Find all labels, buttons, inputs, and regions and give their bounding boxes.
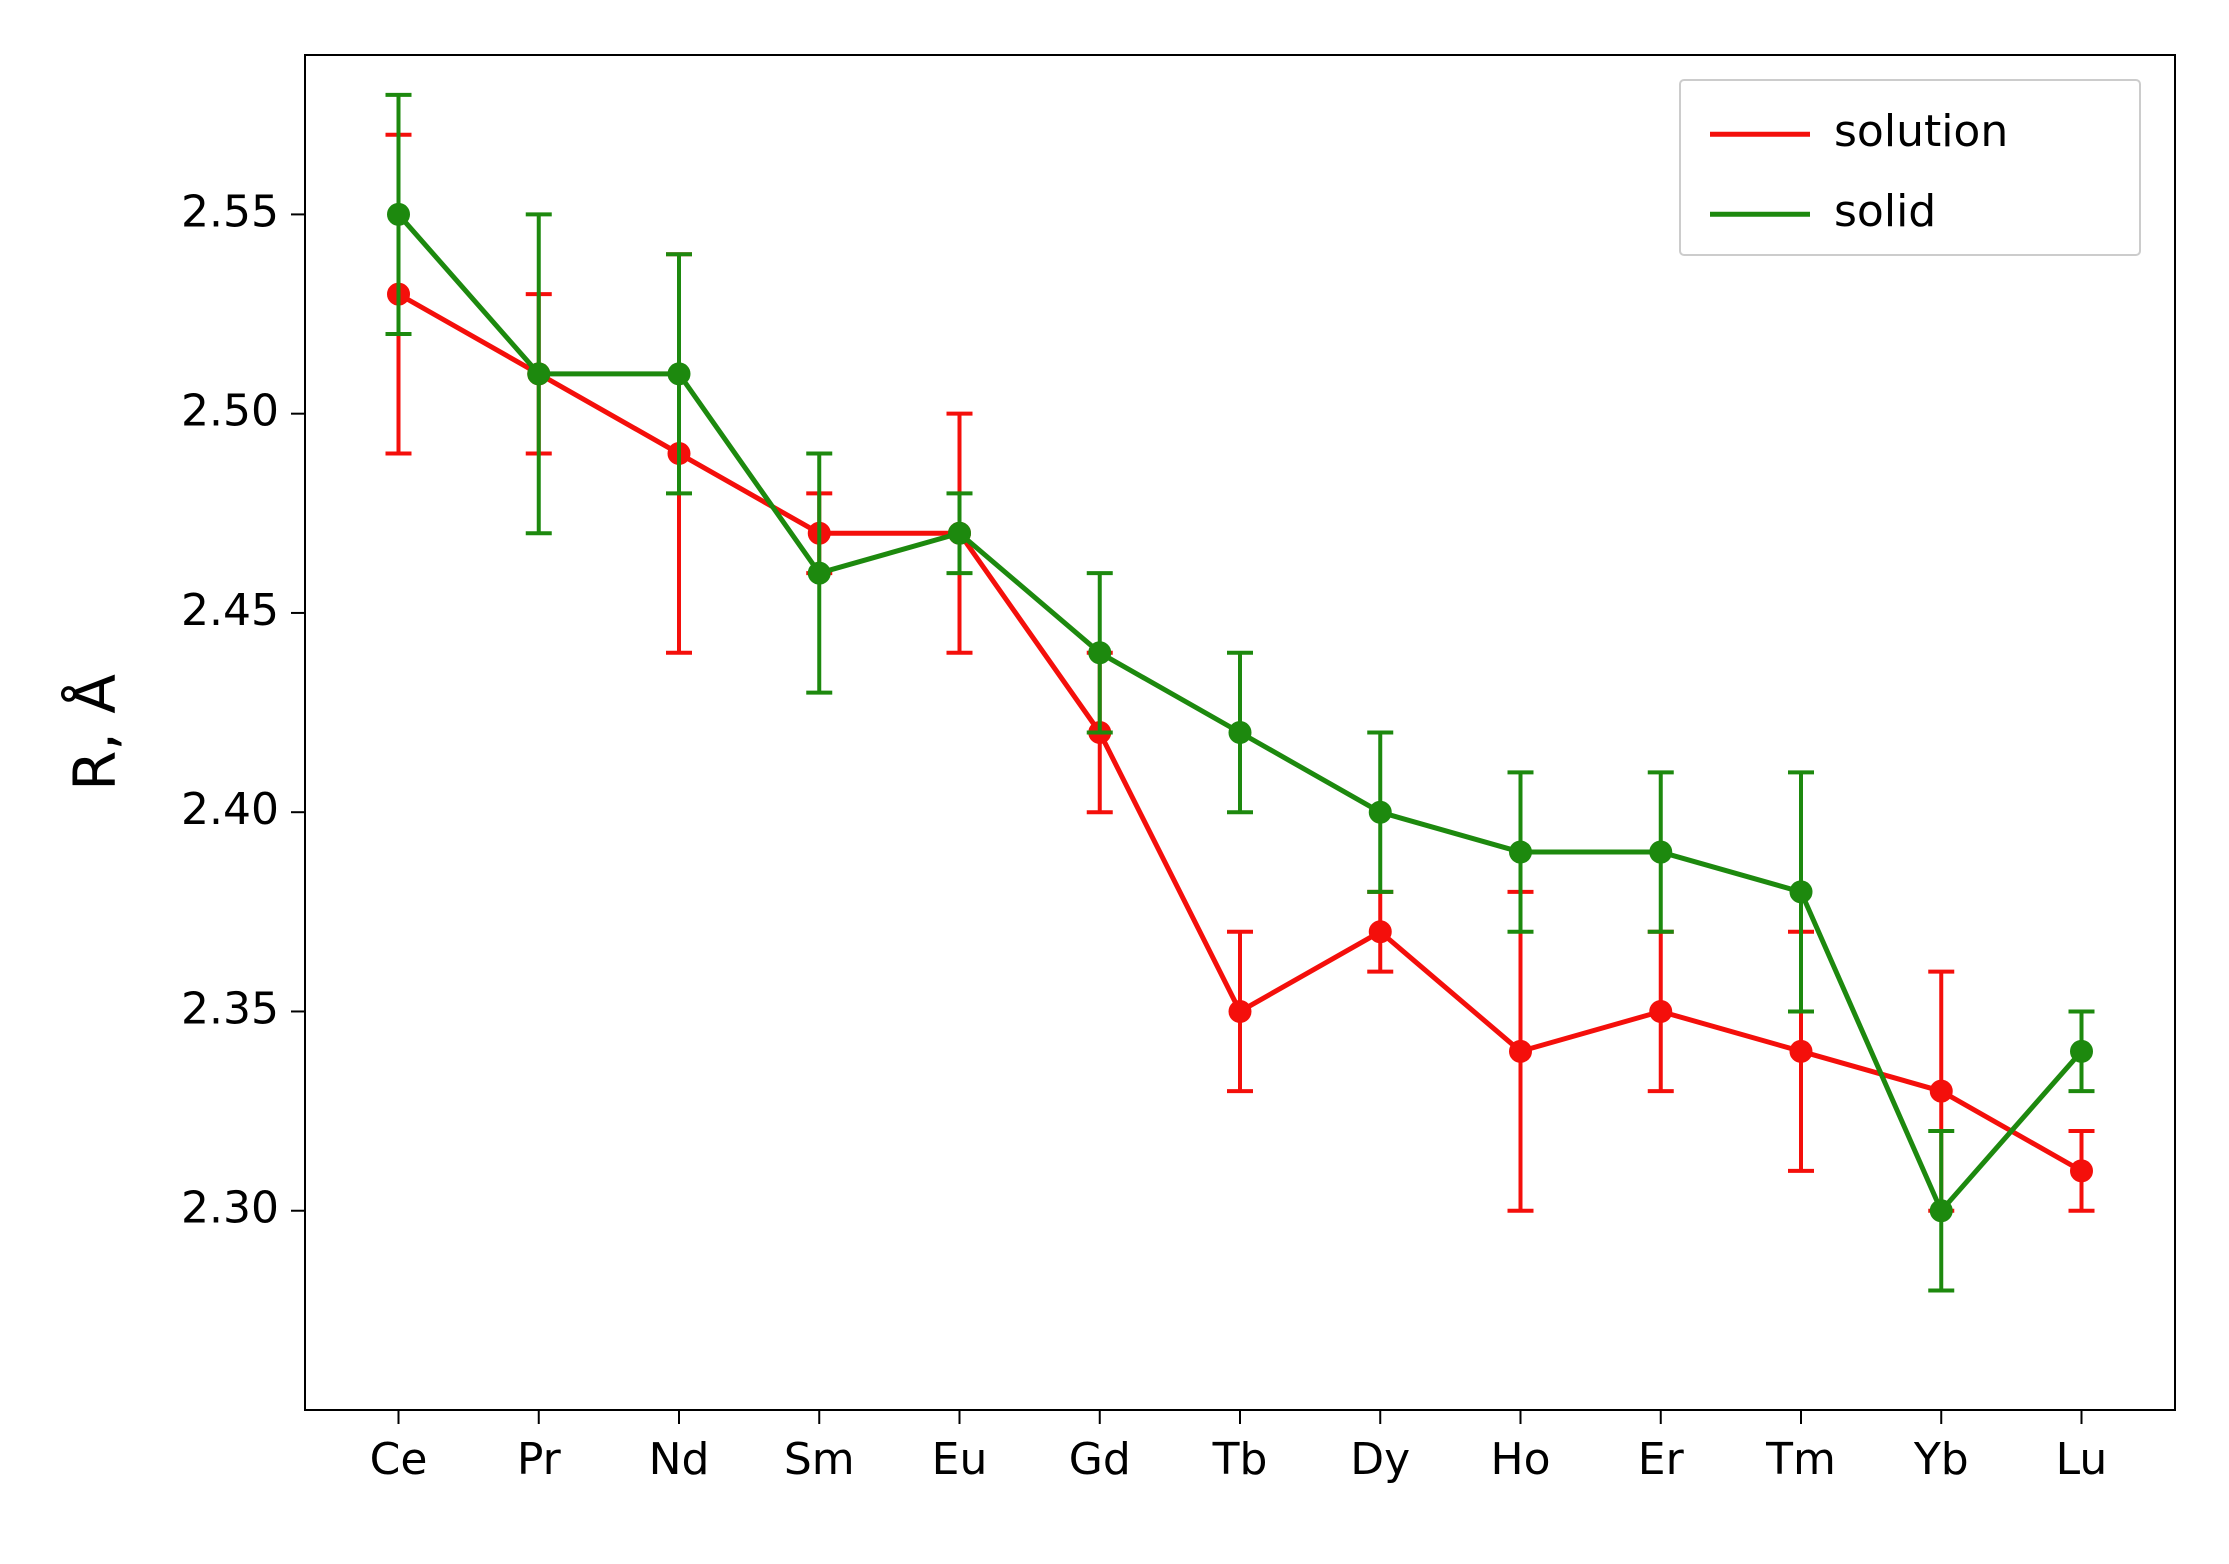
xtick-label: Gd: [1069, 1434, 1131, 1485]
legend-label: solution: [1834, 106, 2008, 157]
xtick-label: Er: [1638, 1434, 1685, 1485]
errorbar-chart: 2.30 2.35 2.40 2.45 2.50 2.55 Ce Pr Nd Sm Eu Gd Tb Dy…: [0, 0, 2229, 1564]
xtick-label: Pr: [517, 1434, 562, 1485]
ytick-label: 2.35: [181, 983, 279, 1034]
xtick-label: Lu: [2056, 1434, 2108, 1485]
xtick-label: Ho: [1490, 1434, 1550, 1485]
ytick-label: 2.50: [181, 386, 279, 437]
marker: [1930, 1200, 1952, 1222]
legend: solution solid: [1680, 80, 2140, 255]
marker: [1510, 841, 1532, 863]
ytick-label: 2.30: [181, 1183, 279, 1234]
marker: [949, 522, 971, 544]
xtick-label: Sm: [784, 1434, 855, 1485]
xtick-label: Dy: [1350, 1434, 1410, 1485]
y-axis-label: R, Å: [60, 674, 129, 791]
marker: [1650, 1000, 1672, 1022]
xtick-label: Tm: [1765, 1434, 1836, 1485]
xtick-label: Yb: [1913, 1434, 1969, 1485]
xtick-label: Nd: [649, 1434, 710, 1485]
marker: [1369, 921, 1391, 943]
marker: [1089, 642, 1111, 664]
ytick-label: 2.40: [181, 784, 279, 835]
marker: [1229, 722, 1251, 744]
marker: [2071, 1160, 2093, 1182]
marker: [1930, 1080, 1952, 1102]
marker: [1369, 801, 1391, 823]
marker: [528, 363, 550, 385]
marker: [2071, 1040, 2093, 1062]
marker: [1650, 841, 1672, 863]
ytick-label: 2.45: [181, 585, 279, 636]
chart-container: 2.30 2.35 2.40 2.45 2.50 2.55 Ce Pr Nd Sm Eu Gd Tb Dy…: [0, 0, 2229, 1564]
xtick-label: Tb: [1212, 1434, 1268, 1485]
marker: [1790, 1040, 1812, 1062]
ytick-label: 2.55: [181, 186, 279, 237]
marker: [808, 562, 830, 584]
marker: [668, 363, 690, 385]
legend-label: solid: [1834, 186, 1936, 237]
xtick-label: Eu: [932, 1434, 988, 1485]
marker: [1510, 1040, 1532, 1062]
marker: [1790, 881, 1812, 903]
xtick-label: Ce: [370, 1434, 428, 1485]
marker: [388, 203, 410, 225]
marker: [1229, 1000, 1251, 1022]
